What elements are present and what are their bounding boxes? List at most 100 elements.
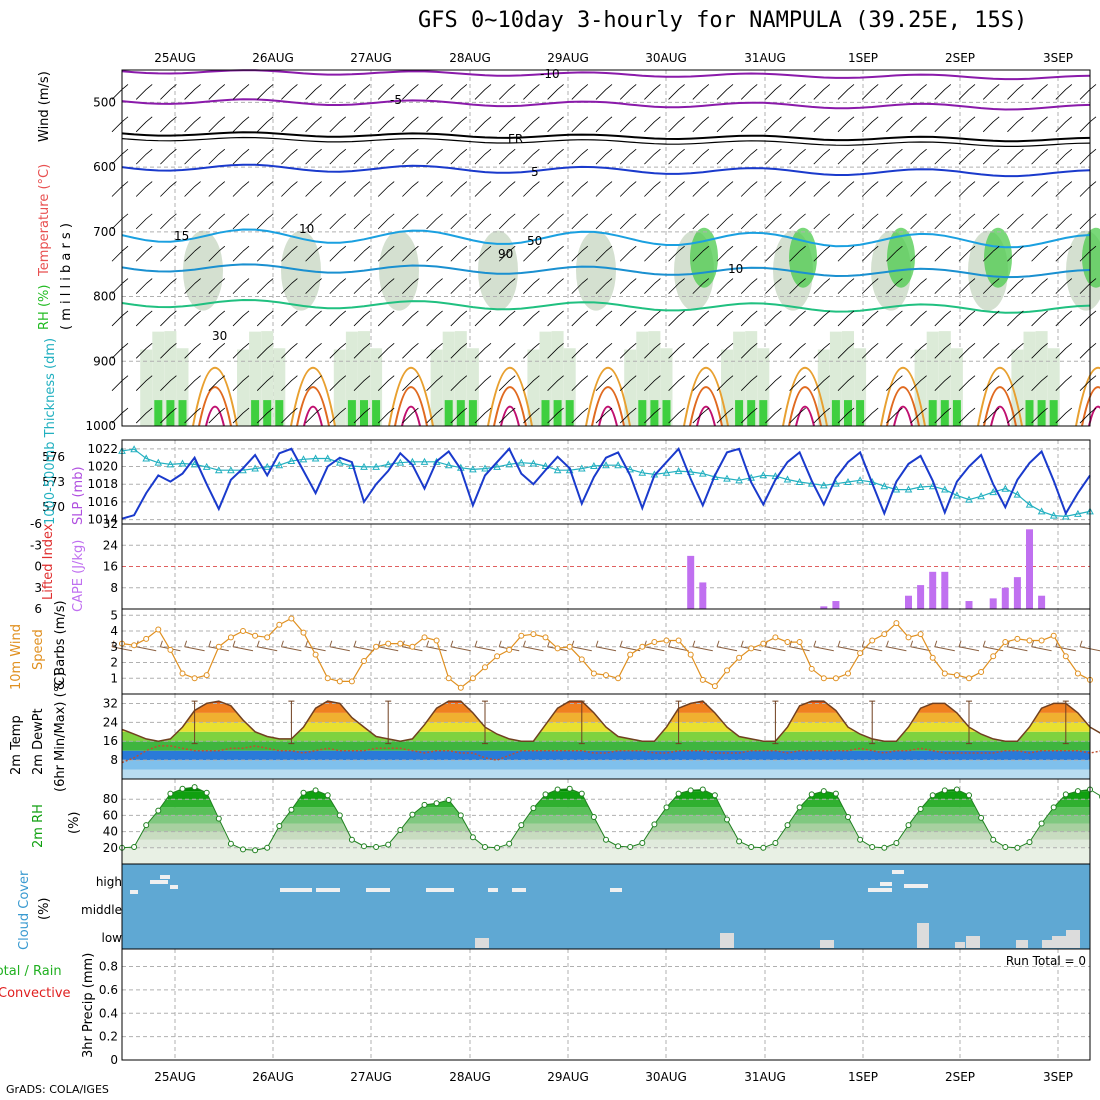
top-day-label: 31AUG bbox=[744, 51, 786, 65]
wind-barb bbox=[402, 213, 419, 230]
thickness-point bbox=[130, 445, 138, 453]
wind-barb bbox=[1079, 245, 1097, 262]
wind-barb bbox=[837, 148, 855, 165]
wind10m-barb bbox=[1031, 640, 1052, 652]
wind-barb bbox=[329, 375, 347, 391]
thickness-point bbox=[481, 464, 489, 472]
cloud-low-bar bbox=[917, 923, 929, 948]
wind-barb bbox=[982, 148, 1000, 165]
rh-shade-mid-high bbox=[887, 227, 915, 288]
rh-base bbox=[122, 847, 1090, 864]
rh-point bbox=[639, 839, 646, 846]
rh-band bbox=[122, 799, 1090, 808]
wind-barb bbox=[740, 213, 758, 230]
thickness-point bbox=[977, 492, 985, 500]
wind-barb bbox=[910, 278, 927, 294]
wind-barb bbox=[353, 181, 371, 197]
thickness-point bbox=[1001, 484, 1010, 492]
wind-barb bbox=[595, 407, 613, 424]
wind-barb bbox=[377, 407, 395, 424]
rh-point bbox=[252, 847, 259, 854]
contour-20 bbox=[192, 366, 238, 427]
temp-minmax-bar bbox=[578, 700, 585, 745]
wind-barb bbox=[886, 343, 903, 359]
rh-point bbox=[820, 788, 827, 795]
wind-barb bbox=[281, 213, 298, 230]
rh-point bbox=[191, 784, 198, 791]
wind-barb bbox=[498, 278, 516, 294]
upper-ylabel-part: Temperature (°C) bbox=[37, 164, 52, 277]
thickness-point bbox=[432, 457, 441, 465]
wind10m-ylabel-c: & Barbs (m/s) bbox=[53, 600, 68, 690]
wind-barb bbox=[160, 245, 177, 262]
contour-minus10 bbox=[121, 69, 1091, 81]
wind-barb bbox=[813, 278, 831, 294]
thickness-point bbox=[529, 459, 538, 467]
wind-barb bbox=[789, 213, 806, 230]
panel-frame-precip bbox=[121, 948, 1091, 1061]
rh-point bbox=[796, 804, 803, 811]
wind-barb bbox=[498, 245, 516, 262]
wind-barb bbox=[232, 245, 250, 262]
rh-point bbox=[143, 822, 150, 829]
rh-point bbox=[264, 844, 271, 851]
wind-barb bbox=[1031, 213, 1048, 230]
wind10m-tick: 5 bbox=[110, 608, 118, 622]
wind-barb bbox=[353, 343, 371, 359]
wind10m-point bbox=[917, 631, 924, 638]
wind-barb bbox=[813, 181, 831, 197]
bottom-day-label: 29AUG bbox=[547, 1070, 589, 1084]
wind-barb bbox=[305, 343, 322, 359]
wind-barb bbox=[474, 343, 492, 359]
wind-barb bbox=[184, 375, 201, 391]
thickness-point bbox=[940, 485, 949, 493]
wind10m-point bbox=[953, 672, 960, 679]
wind-barb bbox=[861, 375, 879, 391]
wind-barb bbox=[523, 343, 540, 359]
wind-barb bbox=[377, 148, 395, 165]
wind10m-barb bbox=[716, 640, 738, 652]
wind-barb bbox=[1055, 181, 1073, 197]
rh-ylabel: 2m RH bbox=[31, 804, 46, 848]
wind-barb bbox=[644, 116, 661, 133]
wind-barb bbox=[837, 375, 855, 391]
wind-barb bbox=[861, 278, 879, 294]
rh-band bbox=[122, 839, 1090, 848]
rh-point bbox=[494, 844, 501, 851]
wind10m-point bbox=[1074, 670, 1081, 677]
wind10m-point bbox=[748, 645, 755, 652]
rh-shade-high bbox=[1049, 400, 1058, 426]
wind10m-point bbox=[361, 657, 367, 664]
contour-25 bbox=[591, 386, 625, 427]
pressure-tick: 600 bbox=[93, 160, 116, 174]
wind-barb bbox=[256, 375, 274, 391]
cape-tick: 24 bbox=[103, 538, 118, 552]
wind-barb bbox=[498, 84, 516, 100]
rh-point bbox=[240, 846, 246, 853]
wind-barb bbox=[523, 375, 540, 391]
wind-barb bbox=[571, 310, 589, 327]
wind-barb bbox=[1079, 343, 1097, 359]
wind10m-point bbox=[736, 654, 743, 661]
wind10m-point bbox=[203, 672, 210, 679]
wind-barb bbox=[1007, 343, 1024, 359]
wind-barb bbox=[474, 181, 492, 197]
wind10m-ylabel-b: Speed bbox=[31, 629, 46, 670]
wind-barb bbox=[789, 245, 806, 262]
wind10m-point bbox=[578, 656, 585, 663]
wind-barb bbox=[305, 116, 322, 133]
wind-barb bbox=[910, 148, 927, 165]
rh-shade-high bbox=[831, 400, 840, 426]
wind-barb bbox=[1079, 310, 1097, 327]
cloud-high-bar bbox=[904, 884, 928, 888]
wind-barb bbox=[498, 116, 516, 133]
wind10m-barb bbox=[232, 640, 254, 652]
thickness-point bbox=[783, 475, 792, 483]
wind-barb bbox=[934, 407, 952, 424]
wind-barb bbox=[619, 375, 637, 391]
wind10m-point bbox=[603, 672, 609, 679]
wind-barb bbox=[160, 116, 177, 133]
rh-point bbox=[373, 844, 380, 850]
wind-barb bbox=[1031, 278, 1048, 294]
rh-shade bbox=[430, 349, 443, 426]
